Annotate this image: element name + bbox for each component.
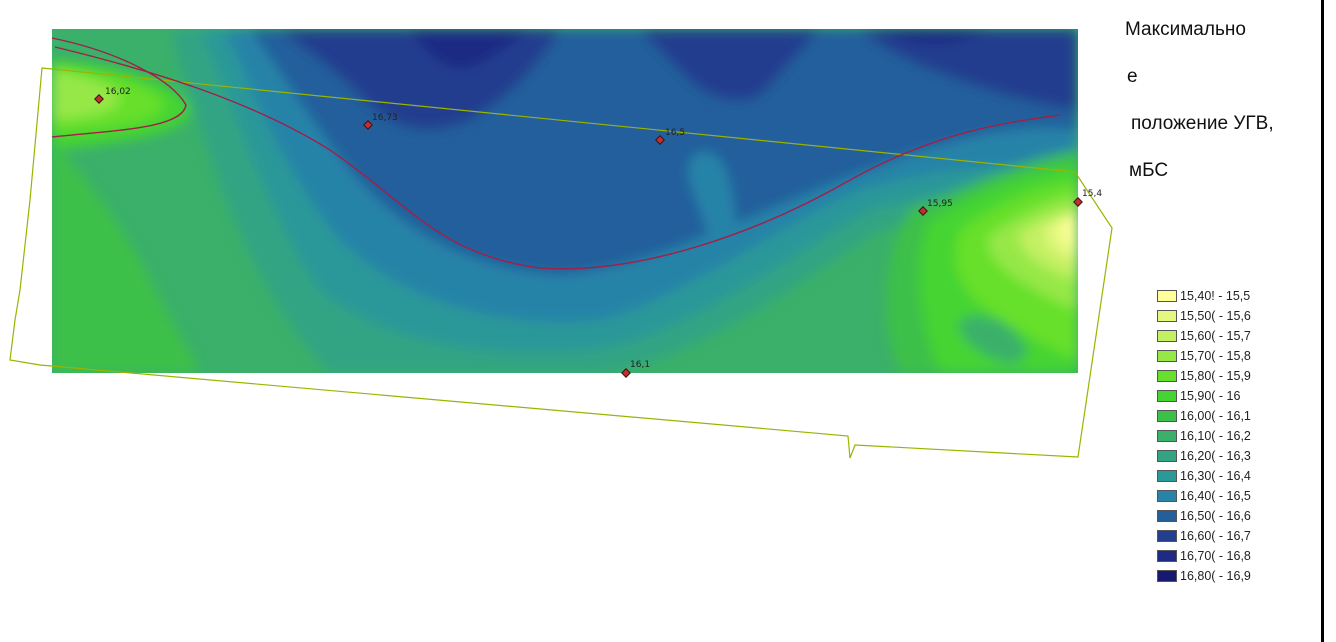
legend-item: 16,10( - 16,2 <box>1157 426 1317 446</box>
legend-item: 15,70( - 15,8 <box>1157 346 1317 366</box>
well-point-5: 15,4 <box>1073 189 1102 207</box>
legend-item: 16,20( - 16,3 <box>1157 446 1317 466</box>
legend-swatch <box>1157 530 1177 542</box>
title-line-2: е <box>1127 66 1138 87</box>
legend-item: 15,40! - 15,5 <box>1157 286 1317 306</box>
legend-item: 16,80( - 16,9 <box>1157 566 1317 586</box>
title-line-1: Максимально <box>1125 19 1246 40</box>
legend-swatch <box>1157 430 1177 442</box>
legend-label: 15,90( - 16 <box>1180 389 1241 403</box>
legend-label: 15,60( - 15,7 <box>1180 329 1251 343</box>
map-title: Максимально е положение УГВ, мБС <box>1125 6 1320 194</box>
legend-label: 15,40! - 15,5 <box>1180 289 1251 303</box>
legend-item: 15,60( - 15,7 <box>1157 326 1317 346</box>
legend-label: 16,10( - 16,2 <box>1180 429 1251 443</box>
legend-swatch <box>1157 370 1177 382</box>
legend-item: 15,80( - 15,9 <box>1157 366 1317 386</box>
well-point-1: 16,02 <box>94 87 131 104</box>
well-label: 16,02 <box>105 87 131 97</box>
legend-swatch <box>1157 330 1177 342</box>
well-label: 16,73 <box>372 113 398 123</box>
legend-swatch <box>1157 290 1177 302</box>
legend-label: 15,50( - 15,6 <box>1180 309 1251 323</box>
contour-map: 16,02 16,73 16,5 15,95 15,4 16,1 <box>9 29 1113 459</box>
legend: 15,40! - 15,5 15,50( - 15,6 15,60( - 15,7 1… <box>1157 286 1317 586</box>
legend-item: 15,50( - 15,6 <box>1157 306 1317 326</box>
legend-swatch <box>1157 350 1177 362</box>
legend-item: 16,60( - 16,7 <box>1157 526 1317 546</box>
legend-item: 16,30( - 16,4 <box>1157 466 1317 486</box>
well-point-4: 15,95 <box>918 199 953 216</box>
legend-item: 16,70( - 16,8 <box>1157 546 1317 566</box>
legend-item: 16,00( - 16,1 <box>1157 406 1317 426</box>
well-label: 15,4 <box>1082 189 1102 199</box>
well-point-2: 16,73 <box>363 113 398 130</box>
legend-label: 16,40( - 16,5 <box>1180 489 1251 503</box>
well-point-6: 16,1 <box>621 360 650 378</box>
legend-swatch <box>1157 570 1177 582</box>
legend-swatch <box>1157 390 1177 402</box>
legend-swatch <box>1157 310 1177 322</box>
legend-item: 15,90( - 16 <box>1157 386 1317 406</box>
legend-label: 16,30( - 16,4 <box>1180 469 1251 483</box>
legend-swatch <box>1157 550 1177 562</box>
legend-label: 15,80( - 15,9 <box>1180 369 1251 383</box>
legend-label: 16,50( - 16,6 <box>1180 509 1251 523</box>
site-boundary <box>9 67 1113 459</box>
isoline-fill <box>52 29 1078 373</box>
legend-item: 16,40( - 16,5 <box>1157 486 1317 506</box>
legend-label: 16,80( - 16,9 <box>1180 569 1251 583</box>
legend-swatch <box>1157 470 1177 482</box>
legend-label: 15,70( - 15,8 <box>1180 349 1251 363</box>
well-label: 16,1 <box>630 360 650 370</box>
title-line-3: положение УГВ, <box>1131 113 1274 134</box>
legend-swatch <box>1157 510 1177 522</box>
isoline-left-lobe <box>51 37 187 138</box>
legend-swatch <box>1157 450 1177 462</box>
legend-swatch <box>1157 490 1177 502</box>
isoline-curve <box>54 46 1061 270</box>
legend-swatch <box>1157 410 1177 422</box>
well-label: 16,5 <box>665 128 685 138</box>
legend-label: 16,60( - 16,7 <box>1180 529 1251 543</box>
legend-item: 16,50( - 16,6 <box>1157 506 1317 526</box>
legend-label: 16,00( - 16,1 <box>1180 409 1251 423</box>
well-point-3: 16,5 <box>655 128 685 145</box>
legend-label: 16,20( - 16,3 <box>1180 449 1251 463</box>
legend-label: 16,70( - 16,8 <box>1180 549 1251 563</box>
well-label: 15,95 <box>927 199 953 209</box>
frame-border <box>1321 0 1324 642</box>
title-line-4: мБС <box>1129 160 1169 181</box>
